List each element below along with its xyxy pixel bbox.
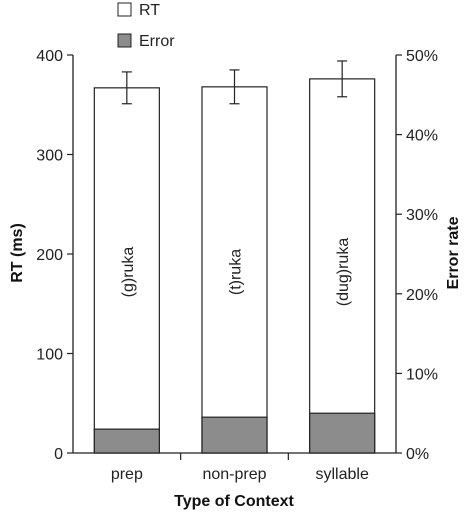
- legend-label-error: Error: [139, 33, 175, 50]
- bar-label: (t)ruka: [228, 249, 245, 295]
- legend-label-rt: RT: [139, 2, 160, 19]
- x-axis-title: Type of Context: [174, 493, 294, 510]
- bar-error: [309, 412, 376, 454]
- bars: (g)ruka (t)ruka (dug)ruka: [93, 60, 376, 454]
- y-tick-label-right: 10%: [406, 366, 438, 383]
- y-tick-label-left: 100: [36, 347, 63, 364]
- x-tick-label: syllable: [315, 466, 368, 483]
- bar-rt: [309, 78, 376, 454]
- bar-label: (dug)ruka: [335, 238, 352, 307]
- legend: RT Error: [117, 2, 175, 50]
- bar-label: (g)ruka: [120, 247, 137, 298]
- y-tick-label-left: 200: [36, 247, 63, 264]
- axes: 0 100 200 300 400 0% 10% 20% 30% 40% 50% prep non-pr…: [36, 48, 438, 483]
- y-tick-label-right: 30%: [406, 207, 438, 224]
- bar-error: [201, 416, 268, 454]
- y-tick-label-right: 0%: [406, 446, 429, 463]
- bar-rt: [201, 86, 268, 454]
- y-tick-label-right: 20%: [406, 287, 438, 304]
- y-axis-title-right: Error rate: [445, 216, 462, 289]
- bar-rt: [93, 87, 160, 454]
- y-tick-label-right: 50%: [406, 48, 438, 65]
- y-tick-label-left: 400: [36, 48, 63, 65]
- y-tick-label-left: 0: [54, 446, 63, 463]
- y-axis-title-left: RT (ms): [9, 223, 26, 283]
- legend-swatch-error: [117, 33, 132, 48]
- legend-swatch-rt: [117, 2, 132, 17]
- y-tick-label-left: 300: [36, 148, 63, 165]
- x-tick-label: prep: [111, 466, 143, 483]
- y-tick-label-right: 40%: [406, 128, 438, 145]
- bar-error: [93, 428, 160, 454]
- x-tick-label: non-prep: [202, 466, 266, 483]
